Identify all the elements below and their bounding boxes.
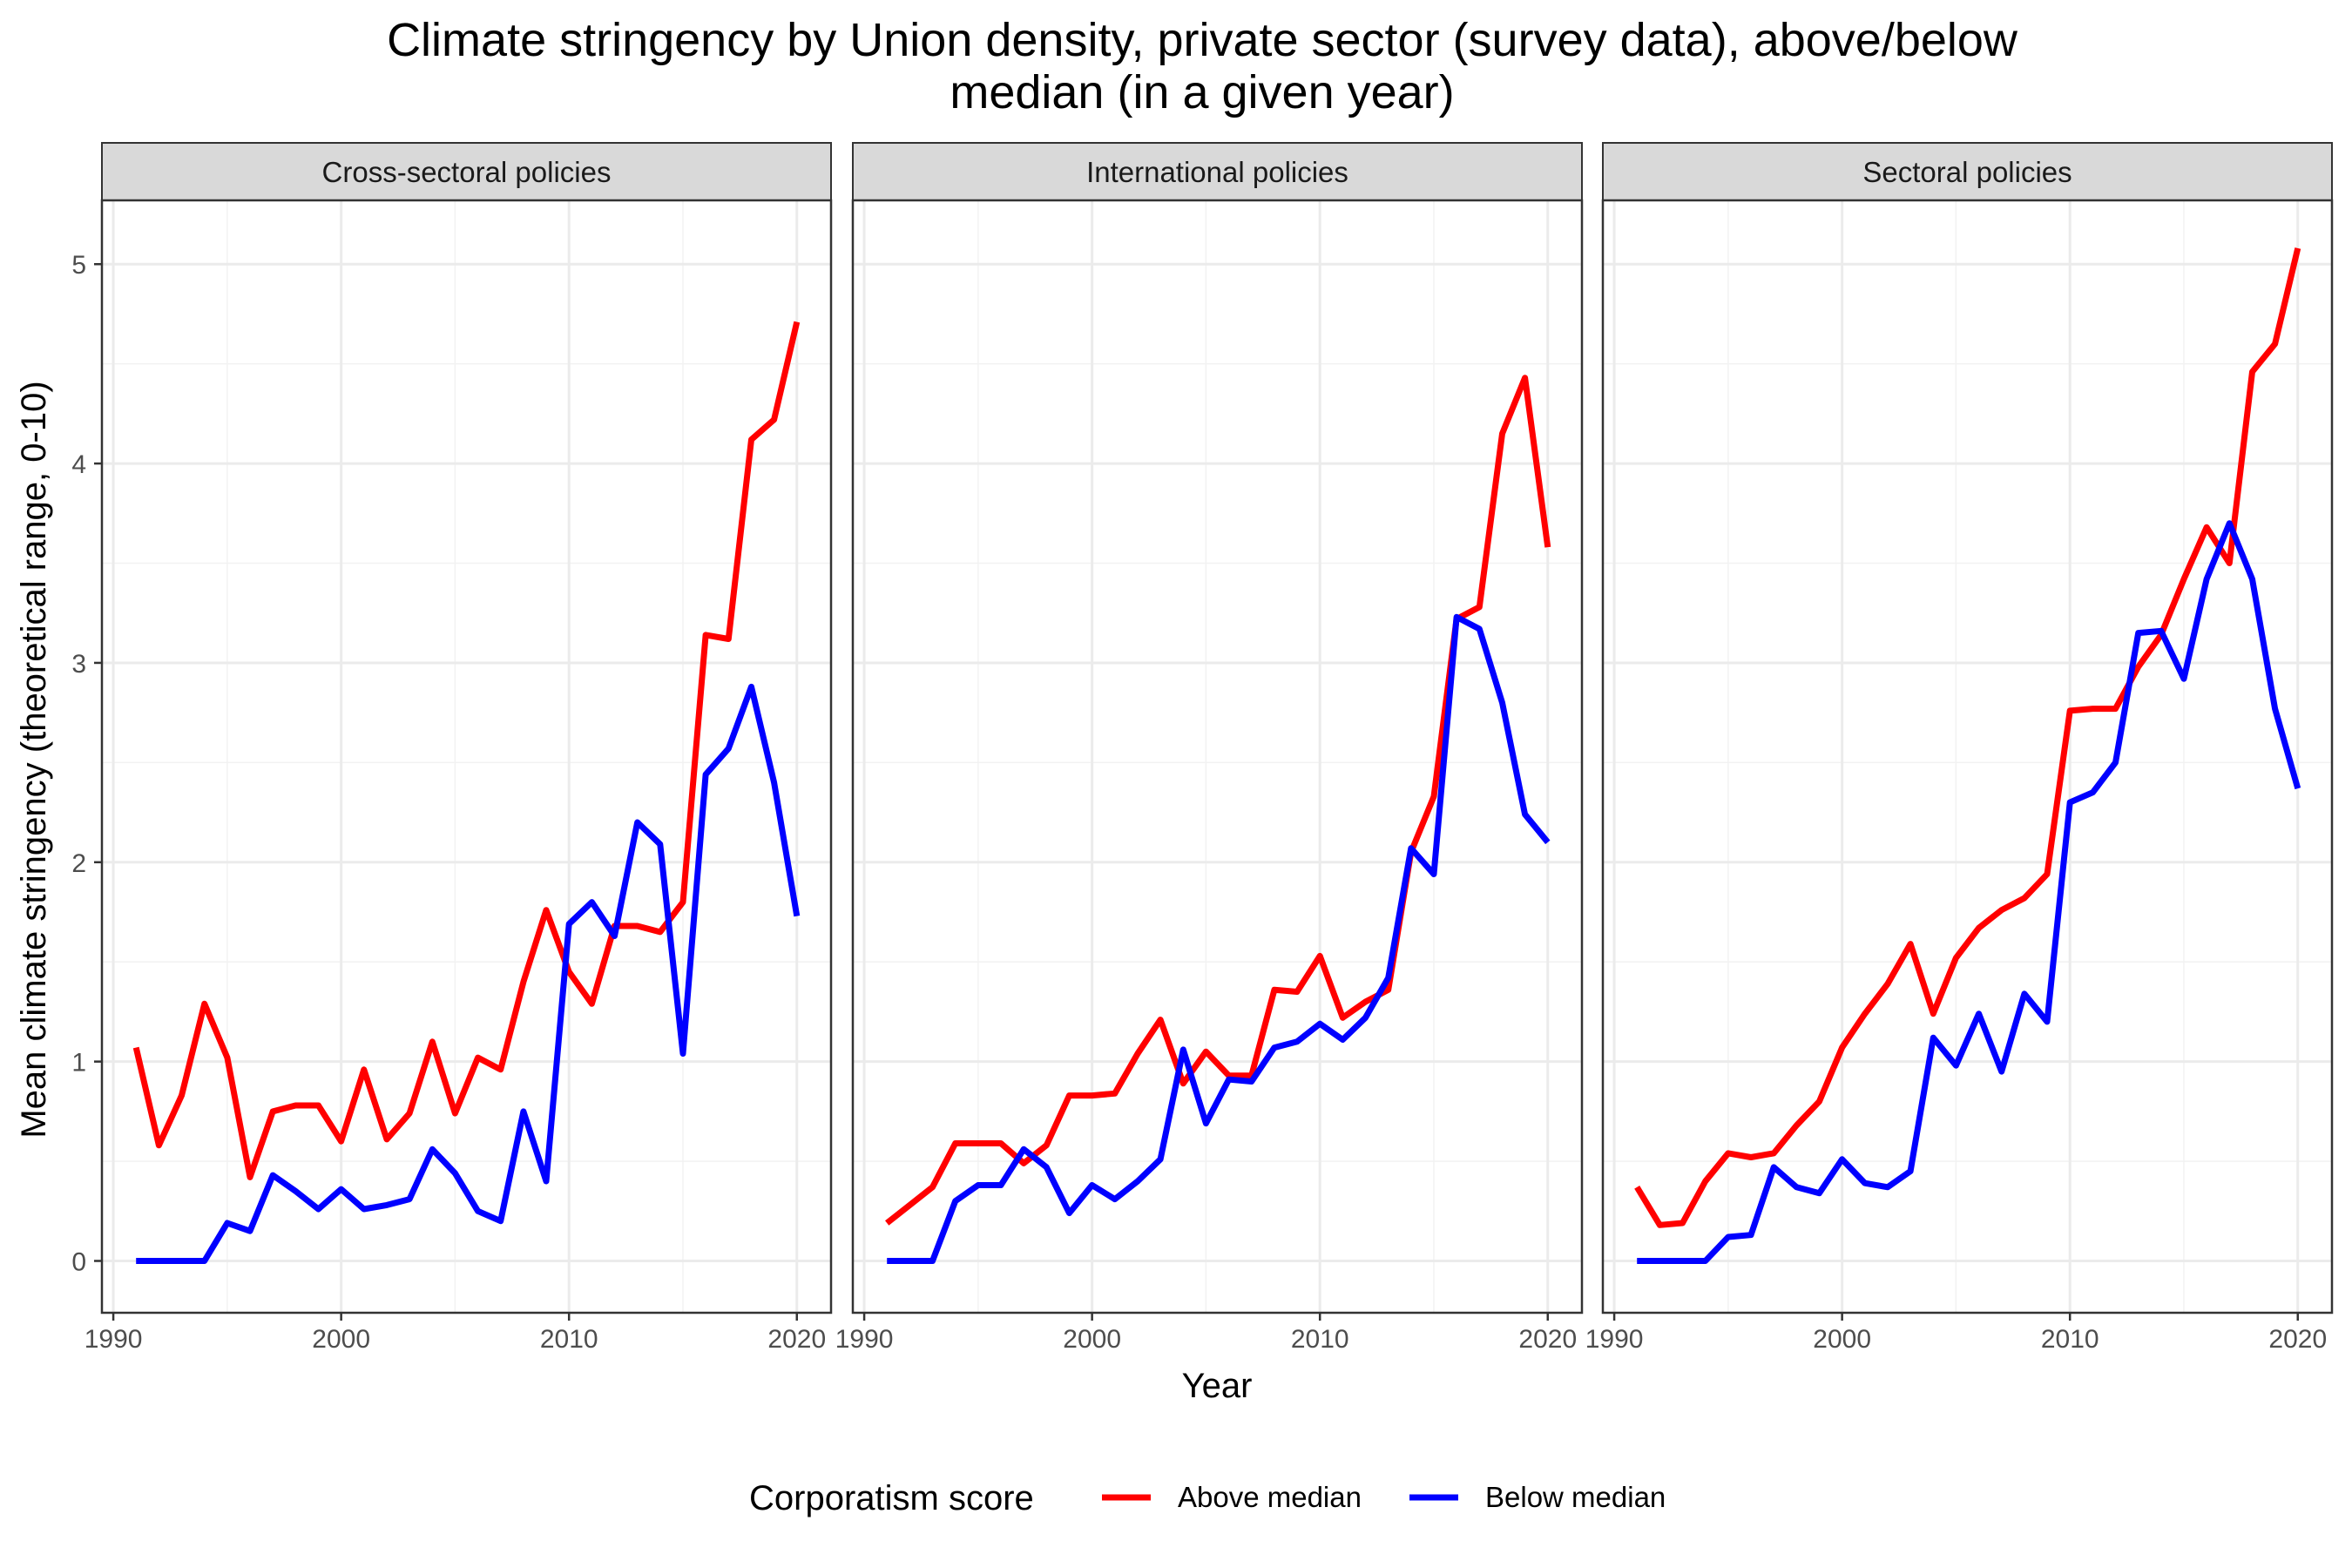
y-axis-title: Mean climate stringency (theoretical ran… <box>15 381 53 1138</box>
x-tick-label: 2020 <box>1518 1325 1577 1354</box>
series-line-above-median <box>1634 247 2301 1228</box>
facet-strip <box>1602 142 2333 201</box>
x-tick-label: 2010 <box>540 1325 598 1354</box>
facet-strip <box>852 142 1583 201</box>
facet-strip-label: International policies <box>1086 156 1348 188</box>
x-tick-label: 2010 <box>1291 1325 1349 1354</box>
panel-border <box>851 199 1584 1315</box>
y-tick-label: 5 <box>71 251 86 280</box>
y-tick-label: 0 <box>71 1247 86 1276</box>
panel-background <box>853 200 1582 1313</box>
y-tick-label: 1 <box>71 1049 86 1078</box>
x-tick-label: 2020 <box>2268 1325 2327 1354</box>
x-tick-label: 2020 <box>767 1325 826 1354</box>
panel-international-policies: International policies 1990 2000 2010 2020 <box>835 142 1584 1354</box>
series-line-above-median <box>132 321 801 1180</box>
legend-label-above-median: Above median <box>1178 1481 1362 1513</box>
y-tick-label: 4 <box>71 450 86 479</box>
x-axis-title: Year <box>1182 1367 1253 1405</box>
y-tick-label: 2 <box>71 849 86 878</box>
x-tick-label: 2010 <box>2041 1325 2099 1354</box>
x-tick-label: 2000 <box>1813 1325 1871 1354</box>
x-tick-label: 2000 <box>312 1325 370 1354</box>
series-line-below-median <box>887 613 1551 1264</box>
series-line-below-median <box>136 683 801 1264</box>
panel-background <box>1603 200 2332 1313</box>
facet-strip-label: Cross-sectoral policies <box>322 156 612 188</box>
x-tick-label: 2000 <box>1063 1325 1121 1354</box>
legend: Corporatism score Above median Below med… <box>749 1479 1666 1517</box>
x-tick-label: 1990 <box>1585 1325 1644 1354</box>
panel-cross-sectoral-policies: Cross-sectoral policies 1990 2000 2010 2020 0… <box>71 142 833 1354</box>
legend-title: Corporatism score <box>749 1479 1034 1517</box>
chart-title-line-2: median (in a given year) <box>950 66 1454 118</box>
x-tick-label: 1990 <box>835 1325 894 1354</box>
legend-label-below-median: Below median <box>1485 1481 1666 1513</box>
y-tick-label: 3 <box>71 650 86 679</box>
panel-background <box>102 200 831 1313</box>
panel-sectoral-policies: Sectoral policies 1990 2000 2010 2020 <box>1585 142 2334 1354</box>
chart-title-line-1: Climate stringency by Union density, pri… <box>387 14 2018 66</box>
facet-strip-label: Sectoral policies <box>1862 156 2072 188</box>
series-line-above-median <box>885 375 1551 1226</box>
panel-border <box>1601 199 2334 1315</box>
x-tick-label: 1990 <box>84 1325 143 1354</box>
panel-border <box>100 199 833 1315</box>
series-line-below-median <box>1637 520 2301 1264</box>
facet-strip <box>101 142 832 201</box>
